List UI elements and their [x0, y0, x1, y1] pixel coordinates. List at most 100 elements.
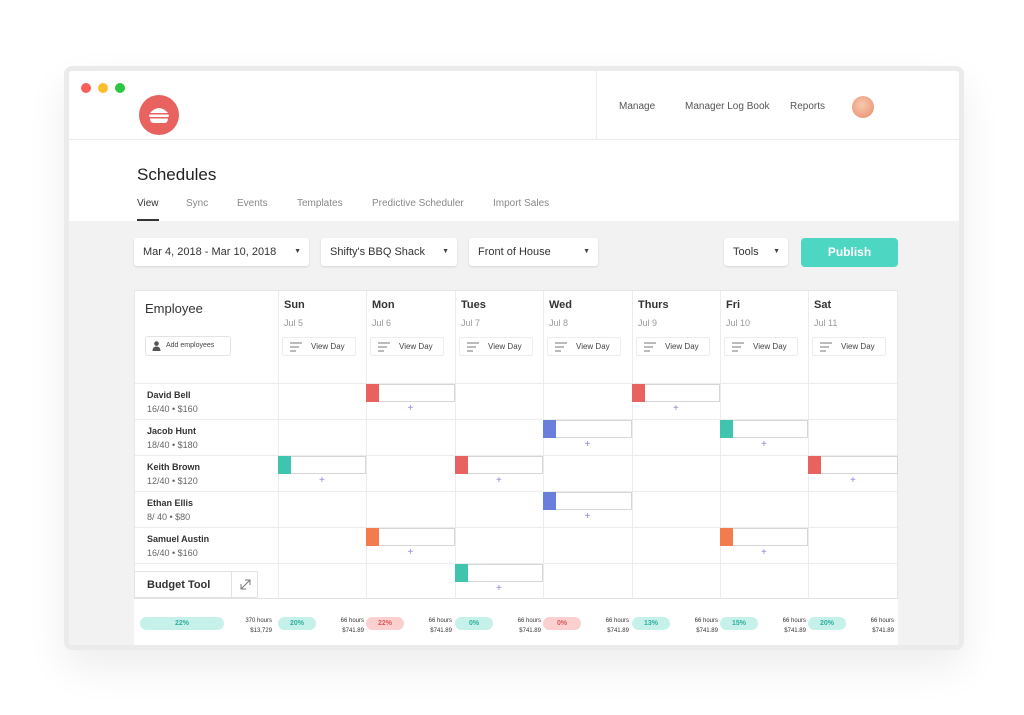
chevron-down-icon: ▼ — [773, 248, 780, 255]
view-day-button[interactable]: View Day — [459, 337, 533, 356]
chevron-down-icon: ▼ — [583, 248, 590, 255]
add-shift-icon[interactable]: + — [584, 439, 591, 450]
view-day-button[interactable]: View Day — [370, 337, 444, 356]
add-shift-icon[interactable]: + — [407, 403, 414, 414]
tools-dropdown[interactable]: Tools ▼ — [724, 238, 788, 266]
list-icon — [820, 342, 832, 352]
date-range-dropdown[interactable]: Mar 4, 2018 - Mar 10, 2018 ▼ — [134, 238, 309, 266]
location-dropdown[interactable]: Shifty's BBQ Shack ▼ — [321, 238, 457, 266]
day-header-3: Wed — [549, 299, 573, 311]
budget-tool-tab[interactable]: Budget Tool — [134, 571, 258, 598]
day-header-1: Mon — [372, 299, 395, 311]
view-day-button[interactable]: View Day — [282, 337, 356, 356]
shift-block[interactable] — [455, 564, 543, 582]
budget-hours-cost: 66 hours $741.89 — [585, 616, 629, 636]
shift-color-bar — [366, 384, 379, 402]
shift-color-bar — [720, 528, 733, 546]
user-avatar[interactable] — [852, 96, 874, 118]
expand-icon[interactable] — [231, 572, 258, 598]
budget-hours: 370 hours — [245, 618, 272, 624]
add-shift-icon[interactable]: + — [673, 403, 679, 414]
row-divider — [135, 563, 899, 564]
maximize-window-button[interactable] — [115, 83, 125, 93]
shift-block[interactable] — [455, 456, 543, 474]
shift-block[interactable] — [278, 456, 366, 474]
tab-predictive-scheduler[interactable]: Predictive Scheduler — [372, 198, 464, 209]
schedule-grid: Employee Add employees Sun Jul 5 View Day M… — [134, 290, 899, 645]
row-divider — [135, 419, 899, 420]
shift-block[interactable] — [720, 420, 808, 438]
department-dropdown[interactable]: Front of House ▼ — [469, 238, 598, 266]
list-icon — [644, 342, 656, 352]
shift-block[interactable] — [808, 456, 898, 474]
employee-name[interactable]: Jacob Hunt — [147, 426, 197, 436]
add-employees-button[interactable]: Add employees — [145, 336, 231, 356]
row-divider — [135, 527, 899, 528]
budget-hours-cost: 370 hours $13,729 — [228, 616, 272, 636]
day-date-5: Jul 10 — [726, 318, 751, 328]
budget-hours: 66 hours — [605, 618, 629, 624]
nav-manage[interactable]: Manage — [619, 101, 656, 112]
budget-hours: 66 hours — [340, 618, 364, 624]
close-window-button[interactable] — [81, 83, 91, 93]
add-shift-icon[interactable]: + — [761, 547, 767, 558]
employee-name[interactable]: Samuel Austin — [147, 534, 210, 544]
budget-hours: 66 hours — [517, 618, 541, 624]
shift-color-bar — [632, 384, 645, 402]
budget-cost: $741.89 — [342, 628, 364, 634]
column-divider — [720, 291, 721, 645]
person-icon — [152, 341, 161, 351]
budget-hours: 66 hours — [694, 618, 718, 624]
employee-column-header: Employee — [145, 301, 203, 316]
brand-logo-icon[interactable] — [139, 95, 179, 135]
date-range-label: Mar 4, 2018 - Mar 10, 2018 — [143, 246, 277, 258]
view-day-label: View Day — [665, 342, 699, 351]
add-shift-icon[interactable]: + — [850, 475, 856, 486]
budget-percent-badge: 20% — [278, 617, 316, 630]
shift-block[interactable] — [366, 528, 455, 546]
shift-block[interactable] — [543, 492, 632, 510]
budget-summary-row: 22% 370 hours $13,729 20% 66 hours $741.89 22%… — [134, 598, 898, 645]
app-window: Manage Manager Log Book Reports Schedule… — [64, 66, 964, 650]
budget-cost: $741.89 — [696, 628, 718, 634]
add-shift-icon[interactable]: + — [761, 439, 767, 450]
tab-sync[interactable]: Sync — [186, 198, 209, 209]
row-divider — [135, 383, 899, 384]
view-day-button[interactable]: View Day — [636, 337, 710, 356]
shift-color-bar — [808, 456, 821, 474]
shift-block[interactable] — [632, 384, 720, 402]
view-day-button[interactable]: View Day — [724, 337, 798, 356]
employee-name[interactable]: Ethan Ellis — [147, 498, 194, 508]
add-shift-icon[interactable]: + — [496, 475, 502, 486]
budget-percent-badge: 13% — [632, 617, 670, 630]
employee-name[interactable]: Keith Brown — [147, 462, 200, 472]
view-day-button[interactable]: View Day — [547, 337, 621, 356]
tab-import-sales[interactable]: Import Sales — [493, 198, 550, 209]
add-shift-icon[interactable]: + — [319, 475, 325, 486]
tab-view[interactable]: View — [137, 198, 159, 209]
add-shift-icon[interactable]: + — [584, 511, 591, 522]
tab-templates[interactable]: Templates — [297, 198, 343, 209]
budget-percent-badge: 0% — [455, 617, 493, 630]
shift-block[interactable] — [543, 420, 632, 438]
employee-hours: 12/40 • $120 — [147, 476, 198, 486]
shift-block[interactable] — [366, 384, 455, 402]
budget-hours-cost: 66 hours $741.89 — [762, 616, 806, 636]
department-label: Front of House — [478, 246, 551, 258]
header-divider — [596, 71, 597, 139]
employee-hours: 16/40 • $160 — [147, 404, 198, 414]
day-date-0: Jul 5 — [284, 318, 304, 328]
add-shift-icon[interactable]: + — [407, 547, 414, 558]
minimize-window-button[interactable] — [98, 83, 108, 93]
shift-block[interactable] — [720, 528, 808, 546]
nav-reports[interactable]: Reports — [790, 101, 826, 112]
employee-hours: 16/40 • $160 — [147, 548, 198, 558]
nav-manager-log-book[interactable]: Manager Log Book — [685, 101, 770, 112]
employee-name[interactable]: David Bell — [147, 390, 191, 400]
publish-button[interactable]: Publish — [801, 238, 898, 267]
budget-hours-cost: 66 hours $741.89 — [850, 616, 894, 636]
tab-events[interactable]: Events — [237, 198, 268, 209]
add-shift-icon[interactable]: + — [496, 583, 502, 594]
budget-cost: $741.89 — [784, 628, 806, 634]
view-day-button[interactable]: View Day — [812, 337, 886, 356]
